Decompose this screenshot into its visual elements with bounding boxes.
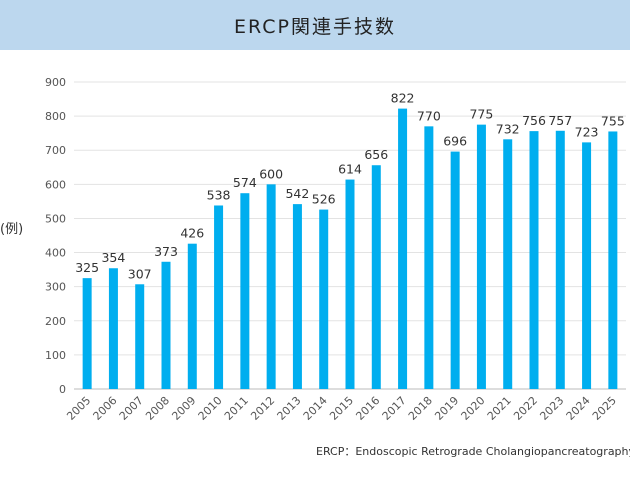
x-tick-label: 2017 bbox=[380, 394, 409, 423]
data-label: 614 bbox=[338, 162, 362, 177]
data-label: 426 bbox=[180, 226, 204, 241]
x-tick-label: 2022 bbox=[511, 394, 540, 423]
data-label: 755 bbox=[601, 113, 625, 128]
data-label: 373 bbox=[154, 244, 178, 259]
x-tick-label: 2024 bbox=[564, 394, 593, 423]
y-tick-label: 700 bbox=[45, 144, 66, 157]
bar bbox=[319, 209, 329, 389]
x-tick-label: 2009 bbox=[169, 394, 198, 423]
x-tick-label: 2014 bbox=[301, 394, 330, 423]
x-tick-label: 2016 bbox=[353, 394, 382, 423]
bar bbox=[161, 261, 171, 389]
x-tick-label: 2025 bbox=[590, 394, 619, 423]
data-label: 600 bbox=[259, 166, 283, 181]
y-tick-label: 900 bbox=[45, 76, 66, 89]
bar bbox=[450, 151, 460, 389]
data-label: 538 bbox=[207, 187, 231, 202]
data-label: 307 bbox=[128, 266, 152, 281]
x-tick-label: 2006 bbox=[91, 394, 120, 423]
y-tick-label: 600 bbox=[45, 178, 66, 191]
x-tick-label: 2018 bbox=[406, 394, 435, 423]
bar bbox=[214, 205, 224, 389]
data-label: 757 bbox=[548, 113, 572, 128]
x-tick-label: 2019 bbox=[432, 394, 461, 423]
bar bbox=[582, 142, 592, 389]
data-label: 656 bbox=[364, 147, 388, 162]
bar bbox=[345, 179, 355, 389]
bar bbox=[292, 204, 302, 389]
bar bbox=[555, 130, 565, 390]
x-tick-label: 2007 bbox=[117, 394, 146, 423]
y-tick-label: 200 bbox=[45, 315, 66, 328]
x-tick-label: 2008 bbox=[143, 394, 172, 423]
y-tick-label: 400 bbox=[45, 247, 66, 260]
x-tick-label: 2012 bbox=[248, 394, 277, 423]
x-tick-label: 2011 bbox=[222, 394, 251, 423]
title-banner: ERCP関連手技数 bbox=[0, 0, 630, 50]
bar bbox=[398, 108, 408, 390]
x-tick-label: 2005 bbox=[64, 394, 93, 423]
data-label: 354 bbox=[101, 250, 125, 265]
data-label: 756 bbox=[522, 113, 546, 128]
bar bbox=[476, 124, 486, 389]
bar bbox=[503, 139, 513, 389]
data-label: 775 bbox=[469, 107, 493, 122]
data-label: 770 bbox=[417, 108, 441, 123]
bar bbox=[187, 243, 197, 389]
x-tick-label: 2015 bbox=[327, 394, 356, 423]
x-tick-label: 2021 bbox=[485, 394, 514, 423]
bar bbox=[608, 131, 618, 389]
x-tick-label: 2023 bbox=[537, 394, 566, 423]
y-tick-label: 500 bbox=[45, 212, 66, 225]
x-tick-label: 2010 bbox=[196, 394, 225, 423]
footnote: ERCP：Endoscopic Retrograde Cholangiopanc… bbox=[316, 445, 630, 458]
bar bbox=[82, 278, 92, 389]
bar bbox=[108, 268, 118, 389]
chart-title: ERCP関連手技数 bbox=[234, 15, 396, 38]
y-tick-label: 300 bbox=[45, 281, 66, 294]
y-tick-label: 0 bbox=[59, 383, 66, 396]
x-tick-label: 2020 bbox=[459, 394, 488, 423]
data-label: 542 bbox=[285, 186, 309, 201]
data-label: 696 bbox=[443, 134, 467, 149]
data-label: 723 bbox=[575, 124, 599, 139]
bar bbox=[371, 165, 381, 389]
data-label: 732 bbox=[496, 121, 520, 136]
y-tick-label: 800 bbox=[45, 110, 66, 123]
x-tick-label: 2013 bbox=[275, 394, 304, 423]
y-axis-unit-label: (例) bbox=[0, 222, 24, 237]
bar bbox=[529, 131, 539, 389]
data-label: 526 bbox=[312, 192, 336, 207]
bar bbox=[240, 193, 250, 389]
bar bbox=[135, 284, 145, 389]
bar bbox=[424, 126, 434, 389]
y-tick-label: 100 bbox=[45, 349, 66, 362]
data-label: 325 bbox=[75, 260, 99, 275]
bar bbox=[266, 184, 276, 389]
data-label: 822 bbox=[391, 91, 415, 106]
data-label: 574 bbox=[233, 175, 257, 190]
